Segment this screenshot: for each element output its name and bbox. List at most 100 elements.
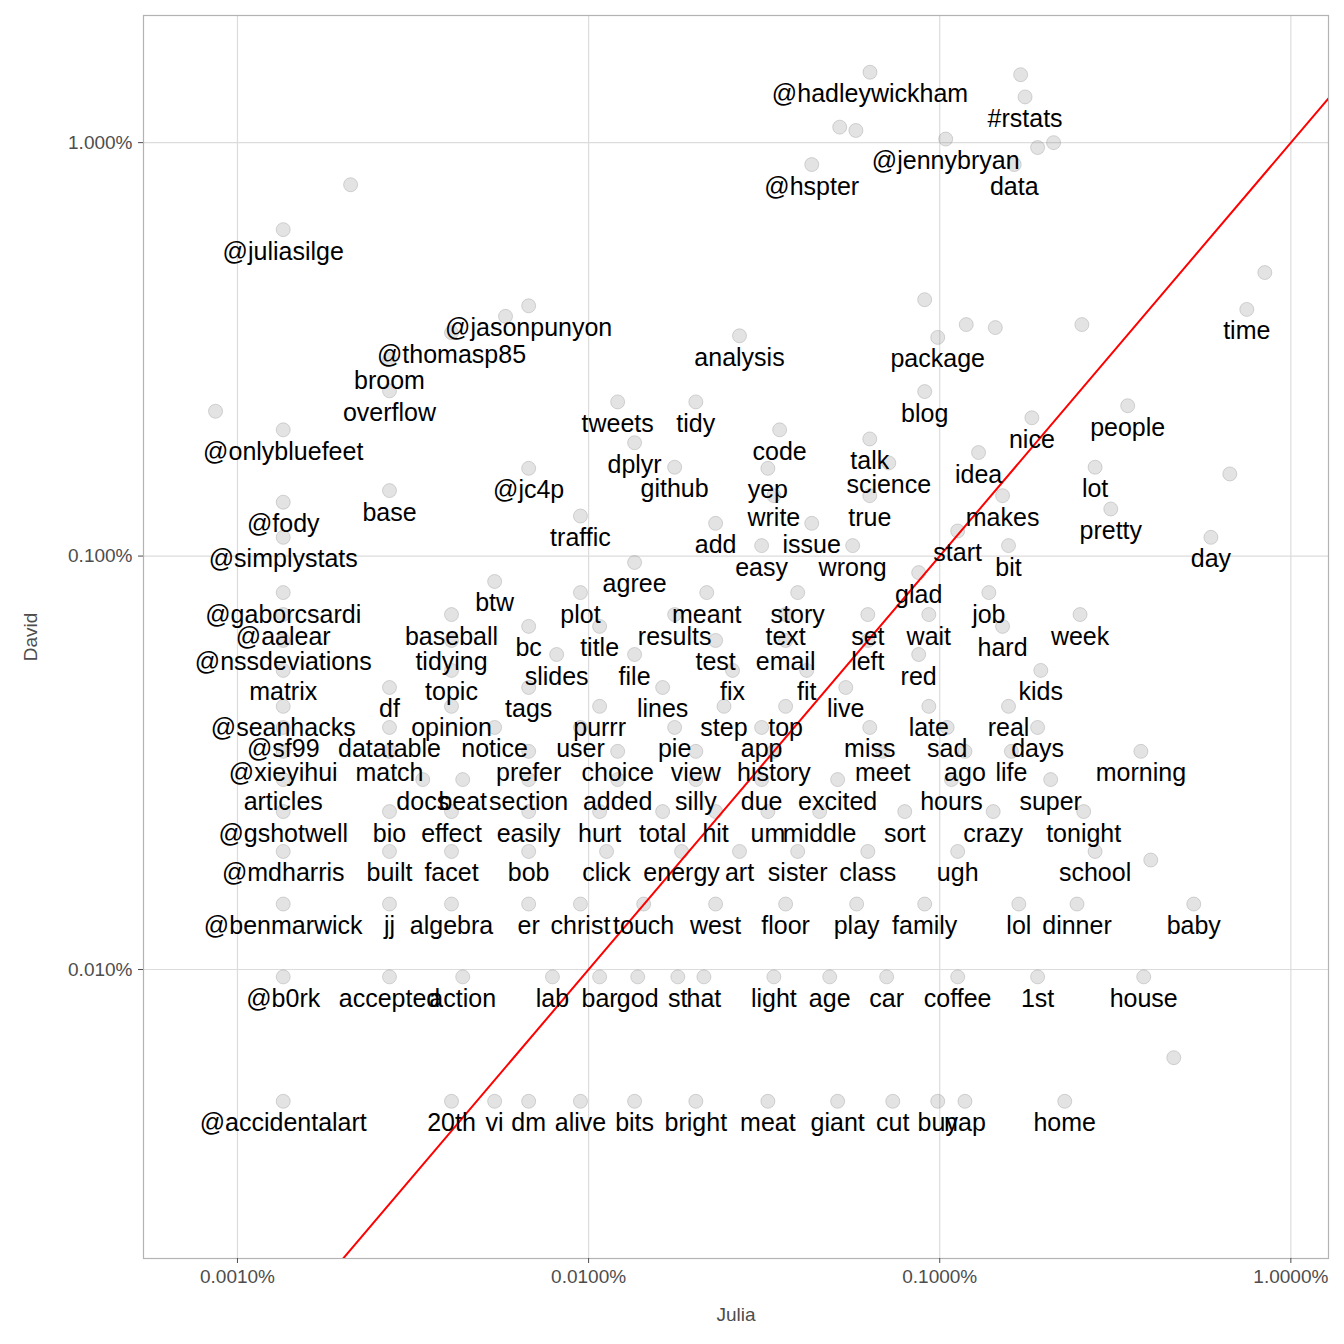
svg-text:school: school <box>1059 858 1131 886</box>
svg-text:@onlybluefeet: @onlybluefeet <box>203 437 363 465</box>
svg-text:easy: easy <box>735 553 788 581</box>
svg-text:hard: hard <box>978 633 1028 661</box>
svg-text:morning: morning <box>1096 758 1186 786</box>
svg-text:west: west <box>689 911 741 939</box>
svg-text:matrix: matrix <box>249 677 318 705</box>
svg-text:time: time <box>1223 316 1270 344</box>
svg-text:car: car <box>869 984 904 1012</box>
svg-text:total: total <box>639 819 686 847</box>
svg-text:1st: 1st <box>1021 984 1054 1012</box>
svg-text:analysis: analysis <box>694 343 784 371</box>
svg-text:effect: effect <box>421 819 482 847</box>
svg-text:write: write <box>746 503 800 531</box>
svg-text:@jc4p: @jc4p <box>493 475 564 503</box>
svg-text:lines: lines <box>637 694 688 722</box>
svg-text:view: view <box>671 758 722 786</box>
svg-text:pretty: pretty <box>1080 516 1143 544</box>
svg-text:traffic: traffic <box>550 523 611 551</box>
svg-text:@gshotwell: @gshotwell <box>218 819 348 847</box>
svg-text:week: week <box>1050 622 1110 650</box>
svg-text:bits: bits <box>615 1108 654 1136</box>
svg-text:touch: touch <box>613 911 674 939</box>
svg-text:hit: hit <box>702 819 728 847</box>
svg-text:email: email <box>756 647 816 675</box>
svg-text:built: built <box>367 858 413 886</box>
svg-text:added: added <box>583 787 653 815</box>
svg-text:@b0rk: @b0rk <box>246 984 321 1012</box>
svg-text:play: play <box>834 911 880 939</box>
svg-text:@jennybryan: @jennybryan <box>872 146 1020 174</box>
svg-text:baseball: baseball <box>405 622 498 650</box>
svg-text:@juliasilge: @juliasilge <box>223 237 344 265</box>
svg-text:super: super <box>1019 787 1082 815</box>
svg-text:life: life <box>995 758 1027 786</box>
svg-text:art: art <box>725 858 754 886</box>
svg-text:age: age <box>809 984 851 1012</box>
svg-text:base: base <box>362 498 416 526</box>
svg-text:agree: agree <box>603 569 667 597</box>
svg-text:#rstats: #rstats <box>988 104 1063 132</box>
svg-text:@hadleywickham: @hadleywickham <box>772 79 968 107</box>
svg-text:@xieyihui: @xieyihui <box>229 758 338 786</box>
svg-text:tags: tags <box>505 694 552 722</box>
svg-text:lol: lol <box>1006 911 1031 939</box>
svg-text:0.0010%: 0.0010% <box>200 1266 275 1287</box>
svg-text:crazy: crazy <box>963 819 1023 847</box>
svg-text:day: day <box>1191 544 1232 572</box>
svg-text:silly: silly <box>675 787 717 815</box>
svg-text:class: class <box>839 858 896 886</box>
svg-text:match: match <box>355 758 423 786</box>
svg-text:lab: lab <box>536 984 569 1012</box>
svg-text:df: df <box>379 694 400 722</box>
svg-text:tonight: tonight <box>1046 819 1121 847</box>
svg-text:section: section <box>489 787 568 815</box>
svg-text:topic: topic <box>425 677 478 705</box>
svg-text:easily: easily <box>497 819 561 847</box>
svg-text:@nssdeviations: @nssdeviations <box>195 647 372 675</box>
svg-text:meet: meet <box>855 758 911 786</box>
svg-text:start: start <box>933 538 982 566</box>
svg-text:prefer: prefer <box>496 758 561 786</box>
svg-text:st: st <box>668 984 688 1012</box>
svg-text:data: data <box>990 172 1039 200</box>
svg-text:christ: christ <box>551 911 611 939</box>
svg-text:articles: articles <box>244 787 323 815</box>
svg-text:results: results <box>638 622 712 650</box>
svg-text:god: god <box>617 984 659 1012</box>
svg-text:accepted: accepted <box>339 984 440 1012</box>
svg-text:excited: excited <box>798 787 877 815</box>
svg-text:@aalear: @aalear <box>236 622 331 650</box>
svg-text:text: text <box>765 622 805 650</box>
svg-text:fix: fix <box>720 677 746 705</box>
svg-text:kids: kids <box>1019 677 1063 705</box>
svg-text:red: red <box>901 662 937 690</box>
svg-text:lot: lot <box>1082 474 1108 502</box>
svg-text:action: action <box>429 984 496 1012</box>
svg-text:sister: sister <box>768 858 828 886</box>
svg-text:facet: facet <box>424 858 478 886</box>
svg-text:@thomasp85: @thomasp85 <box>377 340 526 368</box>
svg-text:bit: bit <box>995 553 1021 581</box>
svg-text:dm: dm <box>511 1108 546 1136</box>
svg-text:@simplystats: @simplystats <box>209 544 358 572</box>
svg-text:light: light <box>751 984 797 1012</box>
svg-text:energy: energy <box>643 858 720 886</box>
svg-text:er: er <box>518 911 540 939</box>
svg-text:0.1000%: 0.1000% <box>902 1266 977 1287</box>
svg-text:bright: bright <box>665 1108 728 1136</box>
svg-text:broom: broom <box>354 366 425 394</box>
svg-text:wait: wait <box>906 622 952 650</box>
svg-text:Julia: Julia <box>716 1304 756 1325</box>
svg-text:true: true <box>848 503 891 531</box>
svg-text:nice: nice <box>1009 425 1055 453</box>
svg-text:0.100%: 0.100% <box>68 545 133 566</box>
svg-text:fit: fit <box>797 677 817 705</box>
svg-text:@accidentalart: @accidentalart <box>200 1108 367 1136</box>
svg-text:@benmarwick: @benmarwick <box>204 911 363 939</box>
svg-text:blog: blog <box>901 399 948 427</box>
svg-text:github: github <box>641 474 709 502</box>
svg-text:glad: glad <box>895 580 942 608</box>
svg-text:code: code <box>753 437 807 465</box>
svg-text:wrong: wrong <box>818 553 887 581</box>
svg-text:tidying: tidying <box>415 647 487 675</box>
